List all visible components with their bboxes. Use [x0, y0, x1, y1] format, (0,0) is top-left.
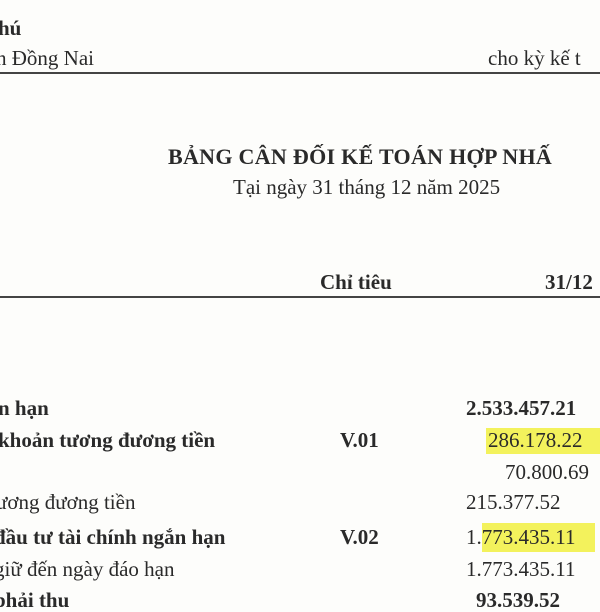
- company-address: h Đồng Nai: [0, 46, 94, 70]
- header-rule: [0, 72, 600, 74]
- row-value-highlighted: 773.435.11: [481, 523, 596, 552]
- row-label: khoản tương đương tiền: [0, 428, 216, 452]
- report-period: cho kỳ kế t: [488, 46, 581, 70]
- row-label: phải thu: [0, 588, 70, 612]
- row-label: giữ đến ngày đáo hạn: [0, 557, 175, 581]
- row-note: V.01: [340, 428, 379, 452]
- company-name: hú: [0, 16, 22, 40]
- row-label: ương đương tiền: [0, 490, 136, 514]
- row-note: V.02: [340, 525, 379, 549]
- row-value-prefix: 1.: [466, 525, 482, 549]
- column-header-item: Chỉ tiêu: [320, 270, 392, 294]
- row-label: n hạn: [0, 396, 49, 420]
- row-label: đầu tư tài chính ngắn hạn: [0, 525, 226, 549]
- row-value: 70.800.69: [505, 460, 589, 484]
- table-header-rule: [0, 296, 600, 298]
- row-value: 2.533.457.21: [466, 396, 577, 420]
- column-header-date: 31/12: [545, 270, 593, 294]
- row-value: 215.377.52: [466, 490, 561, 514]
- row-value-highlighted: 286.178.22: [486, 428, 600, 454]
- row-value: 93.539.52: [476, 588, 560, 612]
- row-value: 1.773.435.11: [466, 523, 596, 552]
- document-subtitle: Tại ngày 31 tháng 12 năm 2025: [233, 175, 501, 199]
- row-value: 1.773.435.11: [466, 557, 576, 581]
- document-title: BẢNG CÂN ĐỐI KẾ TOÁN HỢP NHẤ: [168, 144, 553, 169]
